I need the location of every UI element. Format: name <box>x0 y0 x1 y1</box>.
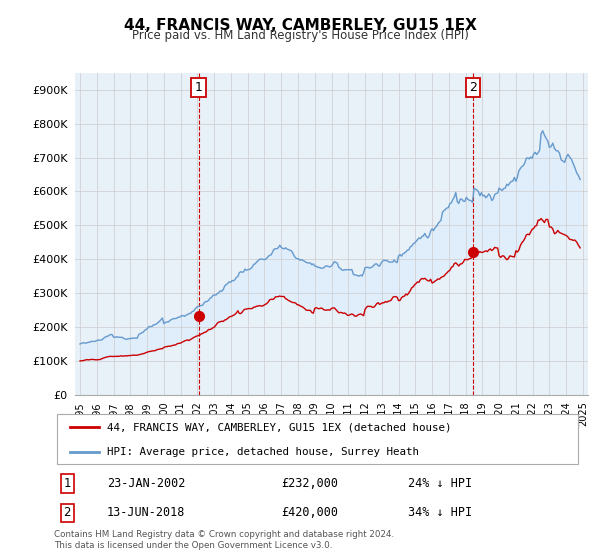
Text: 23-JAN-2002: 23-JAN-2002 <box>107 477 185 490</box>
Text: 34% ↓ HPI: 34% ↓ HPI <box>408 506 472 519</box>
Text: £232,000: £232,000 <box>281 477 338 490</box>
Text: Contains HM Land Registry data © Crown copyright and database right 2024.
This d: Contains HM Land Registry data © Crown c… <box>54 530 394 550</box>
Text: 13-JUN-2018: 13-JUN-2018 <box>107 506 185 519</box>
Text: Price paid vs. HM Land Registry's House Price Index (HPI): Price paid vs. HM Land Registry's House … <box>131 29 469 42</box>
Text: HPI: Average price, detached house, Surrey Heath: HPI: Average price, detached house, Surr… <box>107 446 419 456</box>
Text: 1: 1 <box>64 477 71 490</box>
Text: 2: 2 <box>469 81 477 94</box>
FancyBboxPatch shape <box>56 414 578 464</box>
Text: £420,000: £420,000 <box>281 506 338 519</box>
Text: 1: 1 <box>194 81 202 94</box>
Text: 44, FRANCIS WAY, CAMBERLEY, GU15 1EX (detached house): 44, FRANCIS WAY, CAMBERLEY, GU15 1EX (de… <box>107 422 451 432</box>
Text: 44, FRANCIS WAY, CAMBERLEY, GU15 1EX: 44, FRANCIS WAY, CAMBERLEY, GU15 1EX <box>124 18 476 33</box>
Text: 2: 2 <box>64 506 71 519</box>
Text: 24% ↓ HPI: 24% ↓ HPI <box>408 477 472 490</box>
